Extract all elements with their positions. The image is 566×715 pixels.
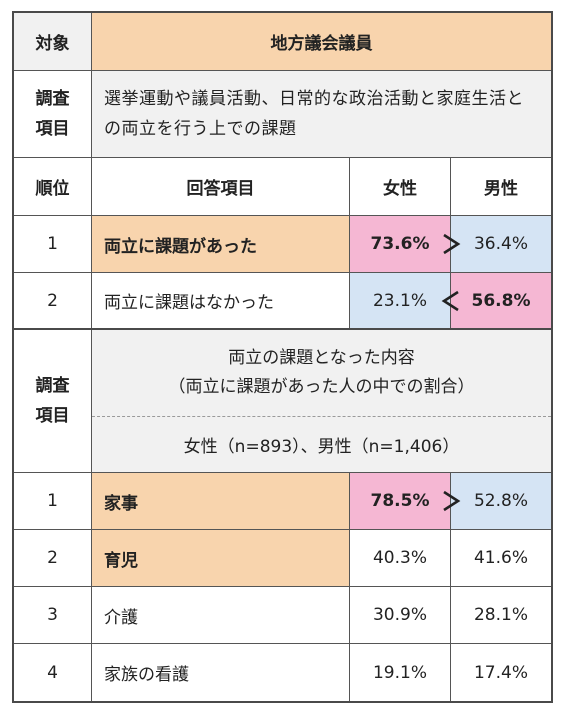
section2-line2: （両立に課題があった人の中での割合）	[168, 377, 475, 397]
survey-item-label: 調査 項目	[14, 71, 92, 157]
table-row: 1 家事 78.5% 52.8%	[14, 473, 551, 530]
section2-content: 両立の課題となった内容 （両立に課題があった人の中での割合） 女性（n=893）…	[92, 330, 551, 472]
item-cell: 家事	[92, 473, 350, 529]
section2-sample: 女性（n=893）、男性（n=1,406）	[183, 437, 460, 457]
female-value: 40.3%	[350, 530, 451, 586]
female-value: 30.9%	[350, 587, 451, 643]
section2-label: 調査 項目	[14, 330, 92, 472]
section2-line1: 両立の課題となった内容	[228, 348, 415, 368]
rank-cell: 4	[14, 644, 92, 701]
col-rank-header: 順位	[14, 158, 92, 215]
target-value: 地方議会議員	[92, 13, 551, 70]
table-row: 4 家族の看護 19.1% 17.4%	[14, 644, 551, 701]
greater-than-icon	[443, 233, 461, 255]
rank-cell: 3	[14, 587, 92, 643]
female-value: 23.1%	[350, 273, 451, 328]
table-row: 1 両立に課題があった 73.6% 36.4%	[14, 216, 551, 273]
item-cell: 介護	[92, 587, 350, 643]
section2-row: 調査 項目 両立の課題となった内容 （両立に課題があった人の中での割合） 女性（…	[14, 330, 551, 473]
male-value: 36.4%	[451, 216, 551, 272]
item-cell: 両立に課題はなかった	[92, 273, 350, 328]
rank-cell: 1	[14, 473, 92, 529]
survey-item-label-text: 調査 項目	[35, 89, 70, 139]
less-than-icon	[441, 290, 459, 312]
rank-cell: 2	[14, 530, 92, 586]
male-value: 56.8%	[451, 273, 551, 328]
section2-heading: 両立の課題となった内容 （両立に課題があった人の中での割合）	[92, 330, 551, 417]
col-female-header: 女性	[350, 158, 451, 215]
male-value: 28.1%	[473, 605, 528, 625]
survey-item-value: 選挙運動や議員活動、日常的な政治活動と家庭生活との両立を行う上での課題	[92, 71, 551, 157]
table-row: 2 育児 40.3% 41.6%	[14, 530, 551, 587]
rank-cell: 2	[14, 273, 92, 328]
female-value: 73.6%	[350, 216, 451, 272]
survey-table: 対象 地方議会議員 調査 項目 選挙運動や議員活動、日常的な政治活動と家庭生活と…	[12, 11, 553, 703]
female-value: 19.1%	[350, 644, 451, 701]
item-cell: 両立に課題があった	[92, 216, 350, 272]
table-row: 3 介護 30.9% 28.1%	[14, 587, 551, 644]
target-label: 対象	[14, 13, 92, 70]
male-value: 17.4%	[473, 662, 528, 683]
survey-item-row: 調査 項目 選挙運動や議員活動、日常的な政治活動と家庭生活との両立を行う上での課…	[14, 71, 551, 158]
table-row: 2 両立に課題はなかった 23.1% 56.8%	[14, 273, 551, 330]
male-value: 41.6%	[473, 548, 528, 568]
col-male-header: 男性	[484, 179, 518, 199]
item-cell: 育児	[92, 530, 350, 586]
male-value: 52.8%	[451, 473, 551, 529]
rank-cell: 1	[14, 216, 92, 272]
item-cell: 家族の看護	[92, 644, 350, 701]
col-item-header: 回答項目	[92, 158, 350, 215]
greater-than-icon	[443, 490, 461, 512]
column-header-row: 順位 回答項目 女性 男性	[14, 158, 551, 216]
female-value: 78.5%	[350, 473, 451, 529]
section2-label-text: 調査 項目	[35, 376, 70, 426]
target-row: 対象 地方議会議員	[14, 13, 551, 71]
